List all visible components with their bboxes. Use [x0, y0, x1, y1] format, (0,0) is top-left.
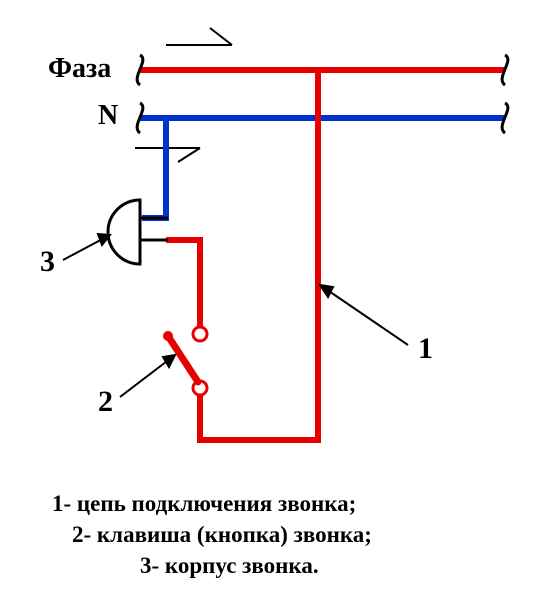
legend-line-2: 2- клавиша (кнопка) звонка;: [52, 519, 512, 550]
callout-num-3: 3: [40, 245, 55, 279]
callout-arrow-1: [320, 285, 408, 345]
callout-arrow-2: [120, 355, 175, 397]
legend-line-1: 1- цепь подключения звонка;: [52, 488, 512, 519]
legend-line-3: 3- корпус звонка.: [52, 550, 512, 581]
connection-circuit: [166, 70, 318, 440]
legend: 1- цепь подключения звонка; 2- клавиша (…: [52, 488, 512, 581]
callout-arrow-3: [63, 234, 110, 260]
bell-body: [108, 200, 168, 264]
callout-num-1: 1: [418, 332, 433, 366]
neutral-label: N: [98, 100, 118, 132]
neutral-drop: [142, 118, 166, 218]
phase-arrow-icon: [166, 28, 232, 45]
phase-label: Фаза: [48, 53, 111, 85]
callout-num-2: 2: [98, 385, 113, 419]
circuit-diagram: Фаза N 1 2 3 1- цепь подключения звонка;…: [0, 0, 543, 600]
